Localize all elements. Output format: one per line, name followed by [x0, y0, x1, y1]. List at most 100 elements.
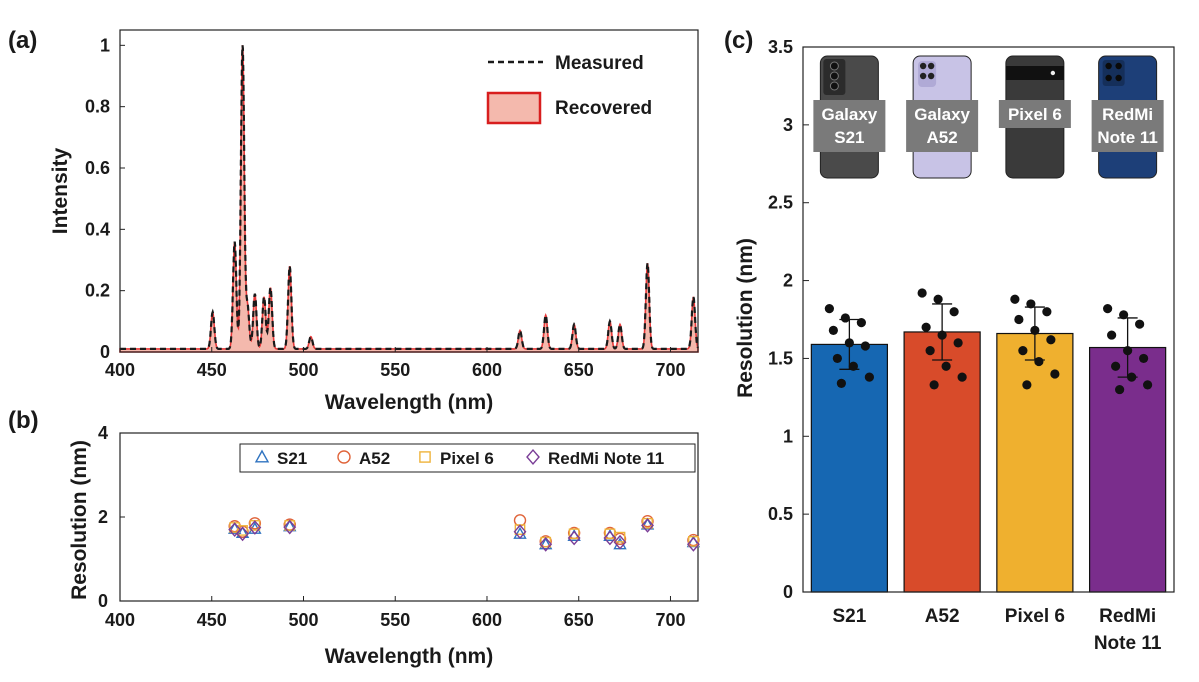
x-tick-label: 550 — [380, 610, 410, 630]
data-point — [1135, 319, 1145, 329]
circle-marker — [248, 517, 262, 530]
y-tick-label: 1 — [783, 426, 793, 446]
data-point — [840, 313, 850, 323]
data-point — [953, 338, 963, 348]
diamond-marker — [539, 536, 553, 552]
panel-a: (a) 400 450 500 550 600 650 700 0 0.2 0.4 0.6 0.8 1 Wa… — [8, 27, 700, 414]
panel-label-b: (b) — [8, 407, 39, 434]
data-point — [1034, 356, 1044, 367]
data-point — [824, 304, 834, 314]
phone-label-bg — [1091, 100, 1164, 152]
y-tick-label: 3 — [783, 115, 793, 135]
data-point — [1143, 380, 1153, 390]
data-point — [1046, 335, 1056, 345]
square-marker — [688, 535, 699, 547]
data-point — [1139, 353, 1149, 364]
phone-label: Note 11 — [1097, 128, 1157, 147]
category-label: RedMi — [1099, 606, 1156, 627]
diamond-marker — [248, 520, 262, 535]
data-point — [1014, 314, 1024, 325]
square-marker — [568, 528, 580, 540]
panel-label-a: (a) — [8, 27, 37, 54]
data-point — [1111, 361, 1121, 371]
camera-lens-icon — [927, 62, 935, 70]
phone-label-bg — [813, 100, 886, 152]
data-point — [937, 330, 947, 340]
y-tick-label: 0.2 — [85, 281, 110, 301]
data-point — [1030, 325, 1040, 335]
data-point — [933, 294, 943, 304]
phone-label: Pixel 6 — [1008, 105, 1062, 124]
camera-module — [1102, 60, 1125, 86]
legend-recovered-label: Recovered — [555, 98, 652, 119]
camera-lens-icon — [1105, 62, 1112, 70]
circle-marker — [337, 450, 351, 464]
y-tick-label: 4 — [98, 423, 108, 443]
triangle-marker — [254, 449, 270, 463]
y-tick-label: 0 — [98, 591, 108, 611]
phone-label-bg — [906, 100, 979, 152]
circle-marker — [641, 515, 654, 528]
y-tick-label: 2 — [783, 271, 793, 291]
data-point — [921, 322, 931, 332]
y-tick-label: 0 — [100, 342, 110, 362]
x-tick-label: 700 — [655, 610, 685, 630]
data-point — [917, 288, 927, 298]
camera-lens-icon — [1105, 74, 1112, 82]
camera-lens-icon — [919, 62, 927, 70]
diamond-marker — [641, 518, 654, 533]
diamond-marker — [526, 449, 540, 465]
x-tick-label: 650 — [564, 360, 594, 380]
category-label: A52 — [925, 606, 960, 627]
y-tick-label: 3.5 — [768, 37, 793, 57]
bar — [810, 343, 889, 593]
y-tick-label: 2.5 — [768, 193, 793, 213]
camera-lens-icon — [919, 72, 927, 80]
y-tick-label: 0.4 — [85, 219, 110, 239]
data-point — [832, 353, 842, 364]
phone-label: S21 — [834, 128, 864, 147]
x-tick-label: 500 — [288, 360, 318, 380]
data-point — [828, 325, 838, 335]
diamond-marker — [236, 526, 250, 542]
data-point — [836, 378, 846, 388]
measured-line — [120, 45, 700, 350]
data-point — [844, 338, 854, 348]
flash-icon — [1050, 70, 1056, 76]
phone-image: Galaxy S21 — [813, 55, 886, 179]
panel-b: (b) 400 450 500 550 600 650 700 0 2 4 Wavelength (n… — [8, 407, 701, 668]
legend-recovered-swatch — [486, 91, 542, 125]
y-tick-label: 0.6 — [85, 158, 110, 178]
diamond-marker — [513, 524, 527, 540]
panel-label-c: (c) — [724, 27, 753, 54]
camera-lens-icon — [829, 61, 839, 71]
data-point — [1123, 346, 1133, 356]
data-point — [1042, 307, 1052, 317]
x-axis-label: Wavelength (nm) — [325, 645, 493, 668]
camera-lens-icon — [829, 81, 839, 91]
category-label: S21 — [832, 606, 866, 627]
data-point — [1115, 384, 1125, 395]
legend-label: RedMi Note 11 — [548, 449, 664, 468]
square-marker — [604, 528, 616, 540]
phone-label: Galaxy — [821, 105, 877, 124]
x-tick-label: 550 — [380, 360, 410, 380]
camera-lens-icon — [1115, 62, 1122, 70]
bar — [996, 332, 1074, 593]
diamond-marker — [603, 530, 617, 546]
x-tick-label: 650 — [564, 610, 594, 630]
x-tick-label: 450 — [197, 610, 227, 630]
x-tick-label: 500 — [288, 610, 318, 630]
plot-frame-c — [802, 46, 1175, 593]
y-axis-label: Intensity — [49, 148, 72, 235]
data-point — [941, 361, 951, 371]
camera-bar — [1005, 66, 1064, 80]
circle-marker — [513, 514, 527, 527]
x-tick-label: 600 — [472, 360, 502, 380]
data-point — [864, 372, 874, 382]
x-axis-label: Wavelength (nm) — [325, 391, 493, 414]
recovered-area — [119, 45, 699, 353]
data-point — [1022, 380, 1032, 390]
legend-box-b — [239, 443, 696, 473]
